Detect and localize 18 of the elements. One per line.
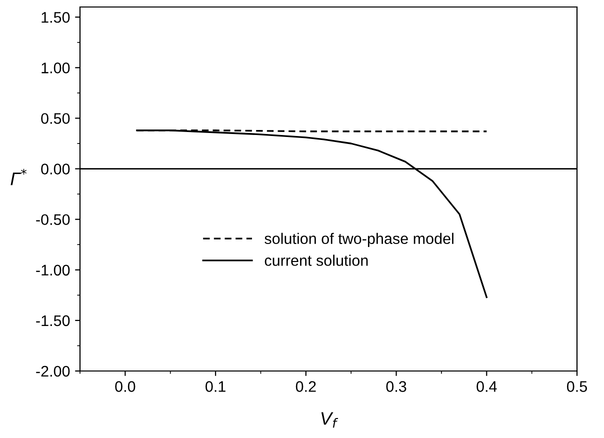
x-tick-label: 0.3: [386, 381, 406, 392]
y-tick-label: -1.00: [36, 264, 70, 276]
y-tick-label: -1.50: [36, 315, 70, 326]
y-tick-label: 1.00: [42, 62, 70, 74]
x-tick-label: 0.0: [115, 381, 136, 392]
x-tick-label: 0.1: [206, 381, 226, 392]
x-axis-title: V$_{f}$: [321, 412, 338, 428]
y-tick-label: 0.00: [41, 164, 70, 174]
x-tick-label: 0.2: [296, 381, 316, 392]
x-tick-label: 0.4: [476, 381, 497, 392]
y-tick-label: -0.50: [36, 214, 70, 226]
y-tick-label: -2.00: [36, 366, 70, 377]
y-tick-label: 1.50: [42, 12, 70, 23]
legend-label: current solution: [264, 254, 368, 266]
y-tick-label: 0.50: [41, 113, 70, 124]
x-tick-label: 0.5: [566, 381, 587, 392]
legend-label: solution of two-phase model: [264, 232, 454, 248]
y-axis-title: Γ$^{*}$: [10, 168, 27, 186]
